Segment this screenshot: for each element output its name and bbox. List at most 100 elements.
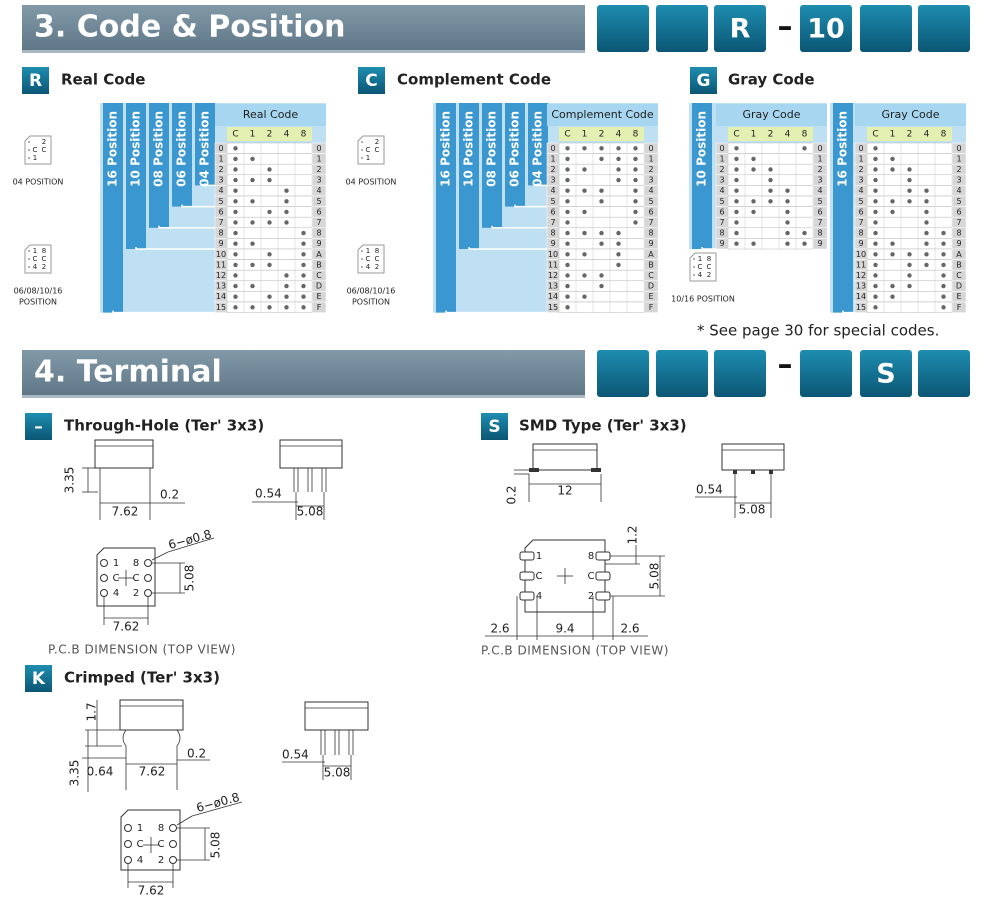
column-label: 4 (616, 130, 622, 140)
position-icon (24, 135, 52, 165)
hex-label: 2 (956, 165, 961, 174)
contact-dot (734, 146, 739, 151)
column-label: 1 (250, 130, 256, 140)
contact-dot (284, 305, 289, 310)
position-connector (537, 183, 547, 187)
terminal-title: SMD Type (Ter' 3x3) (519, 417, 687, 435)
row-number: 11 (548, 260, 558, 269)
drawing-shape (656, 5, 708, 52)
contact-dot (233, 220, 238, 225)
section-header-line (22, 395, 585, 398)
contact-dot (924, 252, 929, 257)
dimension-label: 5.08 (183, 565, 197, 592)
row-number: 5 (218, 197, 223, 206)
row-number: 10 (216, 250, 226, 259)
contact-dot (599, 188, 604, 193)
position-label: 04 Position (531, 111, 545, 187)
contact-dot (873, 252, 878, 257)
table-header-text: Complement Code (551, 108, 654, 121)
contact-dot (616, 230, 621, 236)
dimension-label: 5.08 (297, 505, 324, 519)
contact-dot (802, 230, 807, 236)
position-label: 06 Position (508, 111, 522, 187)
contact-dot (301, 230, 306, 236)
contact-dot (284, 220, 289, 225)
hex-label: 9 (316, 239, 321, 248)
section-header-bar (22, 5, 585, 50)
position-connector (112, 310, 215, 314)
pin-dot (361, 157, 363, 159)
contact-dot (582, 294, 587, 299)
row-number: 1 (719, 154, 724, 163)
contact-dot (941, 305, 946, 310)
dot-row (727, 227, 814, 239)
section-header-line (22, 50, 585, 53)
pin-label: C (133, 573, 140, 584)
row-number: 6 (218, 207, 223, 216)
contact-dot (233, 188, 238, 193)
badge: C (365, 71, 377, 91)
row-number: 14 (856, 292, 866, 301)
contact-dot (734, 177, 739, 183)
contact-dot (924, 220, 929, 225)
row-number: 2 (858, 165, 863, 174)
dimension-label: 0.2 (505, 485, 519, 504)
position-bar (505, 103, 525, 207)
dimension-label: 1.2 (626, 525, 640, 544)
contact-dot (751, 199, 756, 204)
column-label: 1 (890, 130, 896, 140)
contact-dot (582, 273, 587, 278)
position-bar (172, 103, 192, 207)
contact-dot (582, 146, 587, 151)
position-connector (204, 183, 215, 187)
column-header (728, 127, 813, 141)
row-number: 13 (856, 282, 866, 291)
contact-dot (941, 241, 946, 246)
hex-label: 6 (316, 207, 321, 216)
badge: R (29, 71, 42, 91)
hex-cell (812, 238, 828, 250)
position-label: 10 Position (462, 111, 476, 187)
dot-row (866, 206, 953, 218)
pin-dot (693, 258, 695, 260)
hex-label: A (956, 250, 962, 259)
pin-hole (169, 824, 177, 832)
table-header-text: Real Code (243, 108, 299, 121)
hex-label: 6 (956, 207, 961, 216)
pin-label: C (366, 146, 371, 154)
drawing-shape (860, 350, 912, 397)
row-number: 8 (218, 229, 223, 238)
row-number: 4 (858, 186, 863, 195)
drawing-shape (918, 350, 970, 397)
pin-label: 1 (137, 823, 143, 834)
position-connector (468, 247, 547, 250)
contact-dot (734, 167, 739, 172)
dimension-label: 12 (557, 484, 572, 498)
contact-dot (301, 262, 306, 268)
pin-label: 4 (698, 271, 703, 279)
contact-dot (941, 252, 946, 257)
table-header-text: Gray Code (743, 108, 801, 121)
pin-label: 2 (42, 263, 46, 271)
smd-pad (519, 591, 535, 601)
row-number: 0 (858, 144, 863, 153)
pin-label: C (707, 263, 712, 271)
icon-caption: 10/16 POSITION (671, 295, 735, 304)
contact-dot (873, 220, 878, 225)
section-title: 4. Terminal (34, 355, 222, 390)
dimension-label: 7.62 (113, 620, 140, 634)
position-icon (24, 244, 52, 274)
pin-label: 4 (137, 855, 143, 866)
contact-dot (250, 220, 255, 225)
dimension-label: 3.35 (68, 760, 82, 787)
contact-dot (890, 199, 895, 204)
smd-pad (595, 551, 611, 561)
pin-hole (144, 559, 152, 567)
drawing-shape (120, 809, 181, 871)
hex-label: 2 (817, 165, 822, 174)
row-number: 15 (856, 303, 866, 312)
position-label: 16 Position (836, 111, 850, 187)
column-label: 2 (599, 130, 605, 140)
pin-label: C (698, 263, 703, 271)
position-label: 10 Position (695, 111, 709, 187)
